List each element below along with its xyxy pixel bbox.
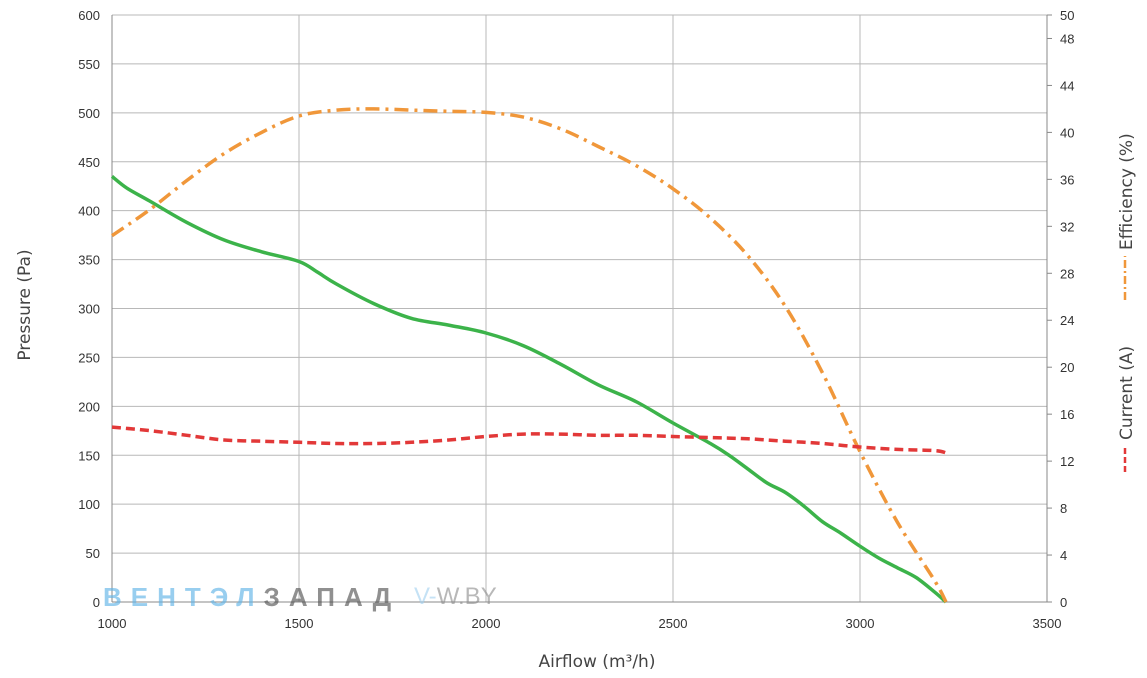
y-left-tick-label: 550 bbox=[78, 57, 100, 72]
x-tick-label: 1000 bbox=[98, 616, 127, 631]
y-left-tick-label: 300 bbox=[78, 302, 100, 317]
x-tick-label: 3000 bbox=[846, 616, 875, 631]
y-left-tick-label: 600 bbox=[78, 8, 100, 23]
y-right-tick-label: 28 bbox=[1060, 266, 1074, 281]
y-right-tick-label: 44 bbox=[1060, 78, 1074, 93]
y-right-tick-label: 0 bbox=[1060, 595, 1067, 610]
y-right-tick-label: 32 bbox=[1060, 219, 1074, 234]
y-right-tick-label: 40 bbox=[1060, 125, 1074, 140]
y-left-tick-label: 0 bbox=[93, 595, 100, 610]
y-axis-left-title: Pressure (Pa) bbox=[15, 249, 35, 360]
current-legend: Current (A) bbox=[1117, 346, 1137, 472]
grid bbox=[111, 14, 1048, 603]
watermark-site-prefix: V- bbox=[414, 583, 437, 610]
watermark-part2: ЗАПАД bbox=[264, 582, 401, 612]
y-left-tick-label: 150 bbox=[78, 448, 100, 463]
y-right-tick-label: 4 bbox=[1060, 548, 1067, 563]
pressure-curve bbox=[110, 175, 948, 604]
efficiency-axis-title: Efficiency (%) bbox=[1117, 133, 1137, 250]
y-left-tick-label: 500 bbox=[78, 106, 100, 121]
x-axis-title: Airflow (m³/h) bbox=[539, 652, 656, 672]
watermark-logo: ВЕНТЭЛЗАПАД V-W.BY bbox=[103, 582, 497, 612]
watermark-site-rest: W.BY bbox=[437, 583, 497, 610]
current-curve bbox=[111, 425, 947, 455]
y-right-tick-label: 8 bbox=[1060, 501, 1067, 516]
y-left-tick-label: 50 bbox=[86, 546, 100, 561]
y-right-tick-label: 50 bbox=[1060, 8, 1074, 23]
y-left-tick-label: 400 bbox=[78, 204, 100, 219]
series-group bbox=[110, 107, 948, 604]
svg-text:V-W.BY: V-W.BY bbox=[414, 583, 497, 610]
efficiency-legend: Efficiency (%) bbox=[1117, 133, 1137, 300]
y-right-tick-label: 16 bbox=[1060, 407, 1074, 422]
x-axis-ticks: 1000 1500 2000 2500 3000 3500 bbox=[98, 616, 1062, 631]
y-right-tick-label: 36 bbox=[1060, 172, 1074, 187]
x-tick-label: 1500 bbox=[285, 616, 314, 631]
right-axis-legend: Efficiency (%) Current (A) bbox=[1117, 133, 1137, 472]
y-right-tick-label: 24 bbox=[1060, 313, 1074, 328]
y-right-tick-label: 12 bbox=[1060, 454, 1074, 469]
watermark-part1: ВЕНТЭЛ bbox=[103, 582, 264, 612]
efficiency-curve bbox=[111, 107, 948, 603]
y-left-tick-label: 100 bbox=[78, 497, 100, 512]
y-left-tick-label: 450 bbox=[78, 155, 100, 170]
current-axis-title: Current (A) bbox=[1117, 346, 1137, 440]
svg-text:ВЕНТЭЛЗАПАД: ВЕНТЭЛЗАПАД bbox=[103, 582, 400, 612]
x-tick-label: 3500 bbox=[1033, 616, 1062, 631]
x-tick-label: 2000 bbox=[472, 616, 501, 631]
y-left-tick-label: 350 bbox=[78, 253, 100, 268]
y-left-tick-label: 200 bbox=[78, 399, 100, 414]
x-tick-label: 2500 bbox=[659, 616, 688, 631]
y-left-tick-label: 250 bbox=[78, 350, 100, 365]
y-right-tick-label: 48 bbox=[1060, 31, 1074, 46]
y-right-tick-label: 20 bbox=[1060, 360, 1074, 375]
left-axis-ticks: 0 50 100 150 200 250 300 350 400 450 500 550 600 bbox=[78, 8, 100, 610]
